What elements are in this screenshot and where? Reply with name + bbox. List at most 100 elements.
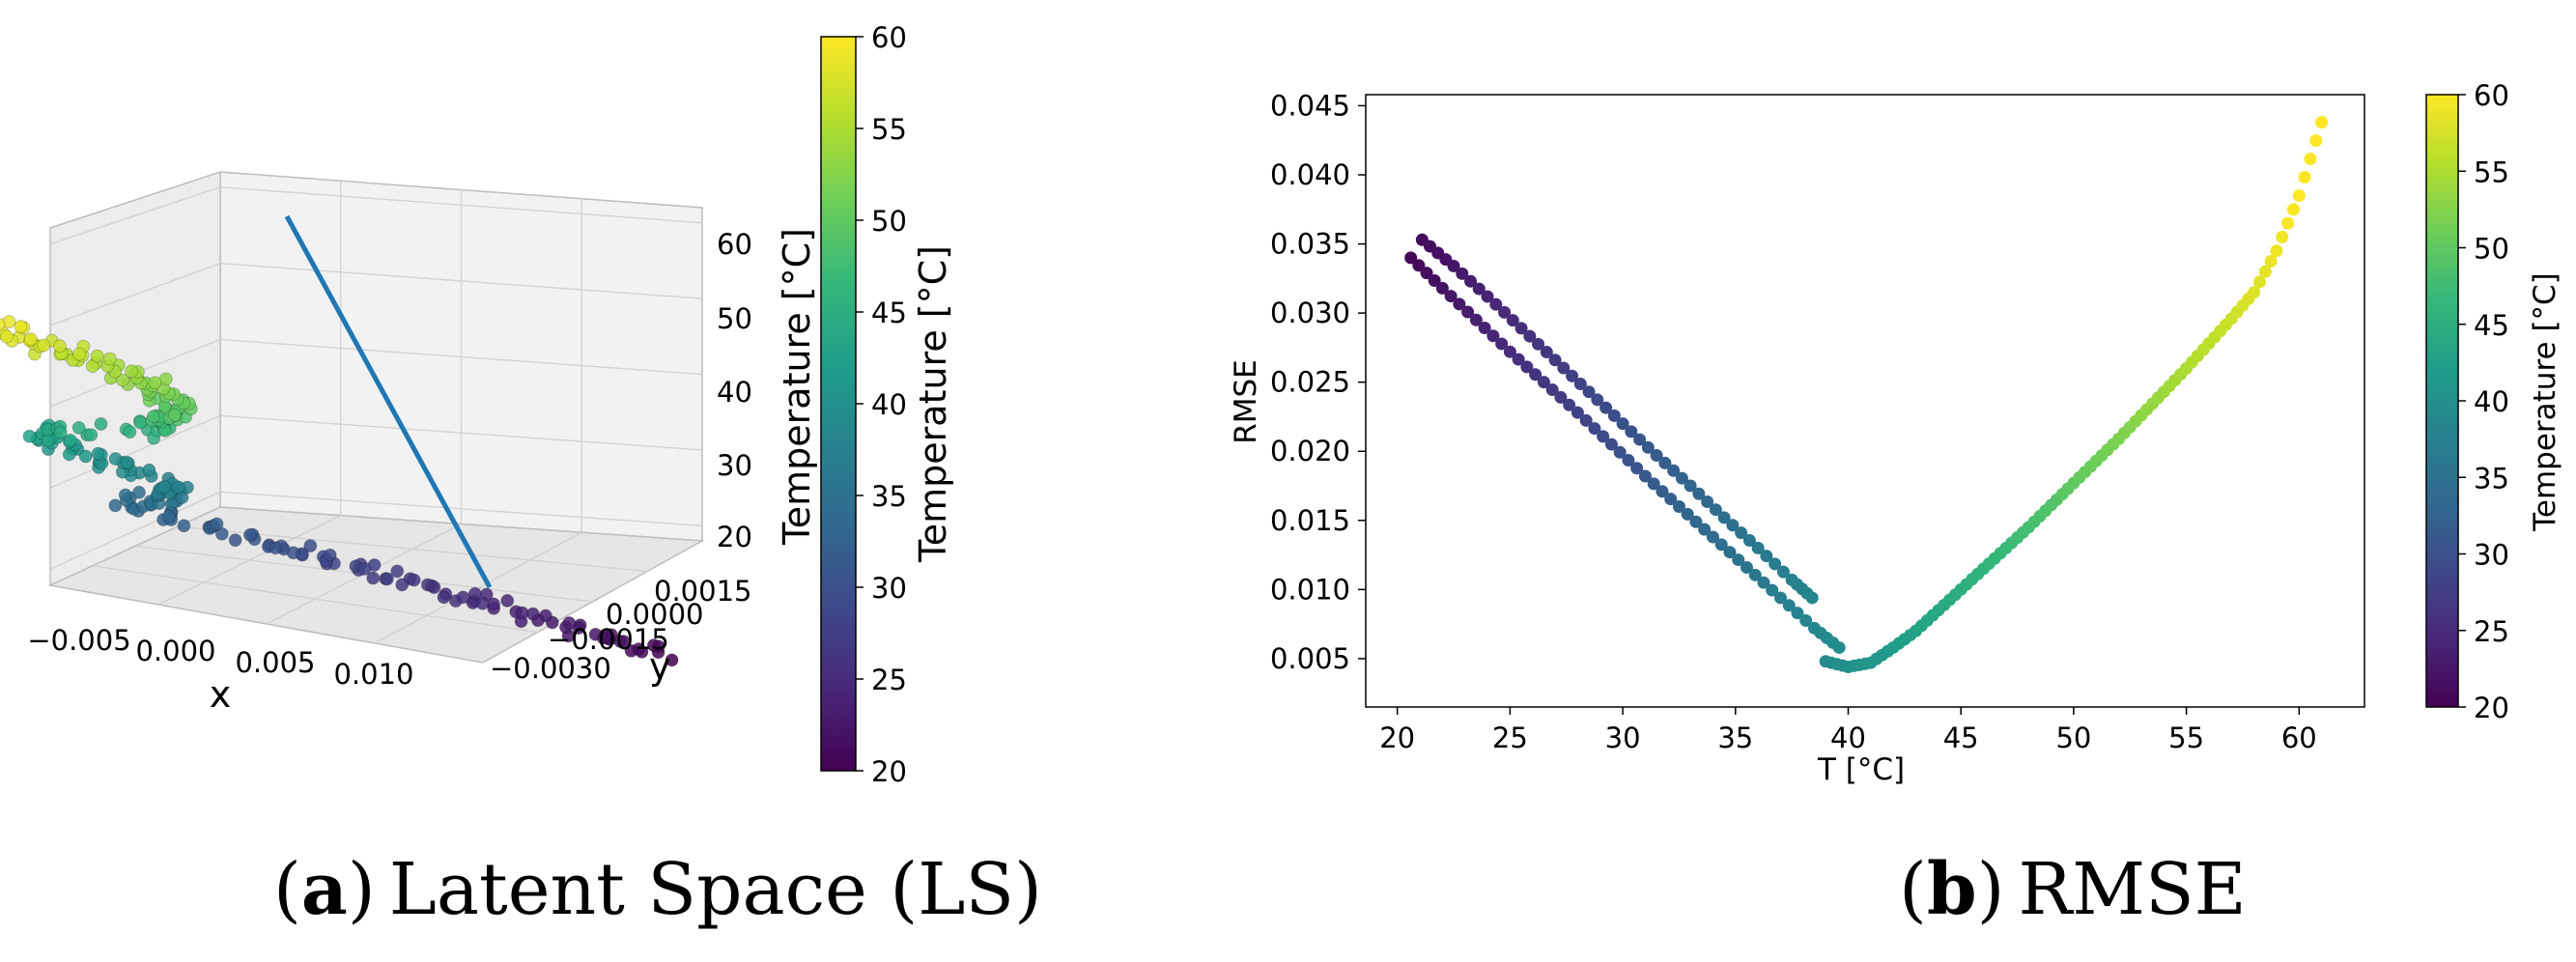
latent-point [407,573,421,587]
latent-point [0,329,14,344]
rmse-point [1545,383,1559,397]
rmse-point [1557,361,1571,375]
x-tick-label: 50 [2055,722,2091,754]
rmse-point [1742,534,1756,548]
x-tick-label: 20 [1379,722,1415,754]
latent-point [64,433,77,447]
y-tick-label: 0.040 [1270,158,1350,191]
rmse-point [1723,546,1737,559]
z-axis-label: Temperature [°C] [776,228,818,546]
x-tick-label: 55 [2168,722,2204,754]
latent-point [214,526,229,541]
rmse-point [2276,230,2289,243]
x-axis-ticks: 20 25 30 35 40 45 50 55 60 [1379,707,2317,754]
latent-point [90,349,104,363]
latent-point [167,408,182,422]
z-tick-label: 40 [717,376,752,409]
y-tick-label: 0.0015 [654,575,751,608]
rmse-point [1689,515,1703,528]
y-tick-label: 0.025 [1270,366,1350,399]
x-tick-label: 0.005 [235,646,315,679]
latent-point [37,338,51,353]
latent-point [665,653,679,667]
rmse-point [1664,493,1678,506]
rmse-point [1435,281,1449,295]
colorbar-tick-label: 35 [871,480,907,513]
y-axis-ticks: 0.005 0.010 0.015 0.020 0.025 0.030 0.035 0.040… [1270,89,1366,675]
grid-line [49,414,221,489]
rmse-point [1486,329,1500,343]
rmse-point [2264,254,2278,268]
latent-point [467,586,482,601]
rmse-point [1757,576,1770,589]
rmse-point [1447,259,1460,272]
rmse-point [1672,499,1685,513]
z-tick-label: 20 [717,521,752,553]
rmse-point [1709,503,1722,517]
rmse-point [1548,354,1562,367]
z-tick-label: 30 [717,449,752,482]
latent-point [102,352,117,366]
rmse-point [2298,171,2311,184]
rmse-point [1740,560,1753,574]
rmse-point [1512,353,1525,366]
rmse-point [1714,538,1728,552]
x-tick-label: 60 [2281,722,2317,754]
rmse-point [1622,454,1635,467]
latent-point [108,498,123,513]
x-tick-label: 25 [1492,722,1528,754]
rmse-point [1498,305,1512,319]
rmse-point [2292,188,2306,202]
rmse-point [1412,259,1426,272]
latent-point [133,415,148,430]
rmse-point [1650,449,1663,463]
rmse-point [1461,305,1475,319]
rmse-scatter-plot: 20 25 30 35 40 45 50 55 60 0.0050.0100.0150.0200… [1229,79,2562,931]
colorbar-b-ticks: 60 55 50 45 40 35 30 25 20 [2458,79,2509,724]
rmse-point [1667,464,1681,477]
grid-line [374,531,582,644]
colorbar-a-label: Temperature [°C] [912,245,954,563]
rmse-point [1791,607,1804,620]
rmse-point [1520,360,1534,374]
rmse-point [2248,286,2261,299]
colorbar-tick-label: 35 [2474,462,2509,495]
y-tick-label: 0.035 [1270,228,1350,261]
rmse-point [1647,477,1660,491]
caption-b: (b) RMSE [1899,848,2247,931]
latent-point [357,561,372,576]
rmse-point [1428,273,1441,287]
colorbar-tick-label: 40 [871,388,907,421]
latent-point [148,376,162,390]
y-tick-label: −0.0030 [490,652,611,685]
colorbar-b-label: Temperature [°C] [2528,272,2562,532]
rmse-point [1658,456,1672,469]
rmse-point [1782,599,1796,612]
rmse-point [1751,541,1765,554]
latent-point [323,548,337,562]
rmse-point [1566,369,1579,382]
rmse-point [1503,345,1516,358]
latent-point [116,373,129,387]
y-tick-label: −0.0015 [548,623,669,656]
rmse-point [1613,445,1627,459]
rmse-point [1706,530,1719,544]
latent-point [420,578,435,592]
latent-point [475,596,490,610]
rmse-point [1554,390,1568,404]
latent-point [94,417,108,431]
latent-point [228,533,242,548]
rmse-point [1656,485,1669,498]
latent-point [120,455,134,469]
rmse-point [1579,413,1593,427]
latent-point [53,339,67,354]
rmse-point [1717,511,1731,524]
latent-point [243,527,257,542]
rmse-point [1444,290,1458,303]
rmse-point [1404,251,1418,265]
x-axis-label: T [°C] [1817,752,1905,787]
rmse-point [1478,322,1491,335]
colorbar-tick-label: 25 [2474,615,2509,648]
colorbar-tick-label: 50 [2474,233,2509,266]
rmse-point [1563,398,1576,411]
